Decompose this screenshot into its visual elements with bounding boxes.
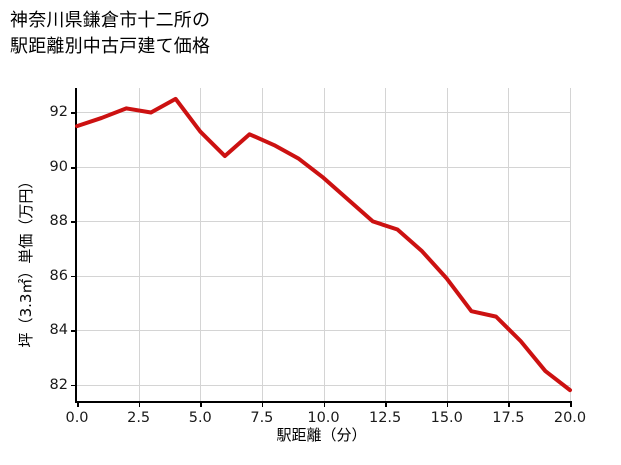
y-tick-label: 92 bbox=[49, 104, 68, 121]
y-axis-label-wrap: 坪（3.3㎡）単価（万円） bbox=[0, 0, 40, 465]
y-tick-label: 86 bbox=[49, 267, 68, 284]
x-tick-mark bbox=[261, 401, 264, 407]
x-tick-label: 10.0 bbox=[307, 410, 340, 426]
x-tick-label: 20.0 bbox=[553, 410, 587, 426]
x-tick-mark bbox=[323, 401, 326, 407]
x-tick-label: 7.5 bbox=[250, 410, 274, 426]
gridline-vertical bbox=[446, 88, 448, 401]
line-series-layer bbox=[77, 88, 570, 401]
x-tick-mark bbox=[570, 401, 572, 407]
y-tick-mark bbox=[71, 112, 77, 115]
x-axis-label: 駅距離（分） bbox=[276, 426, 367, 444]
gridline-vertical bbox=[138, 88, 140, 401]
gridline-vertical bbox=[508, 88, 510, 401]
x-tick-label: 12.5 bbox=[368, 410, 402, 426]
x-tick-mark bbox=[200, 401, 202, 407]
gridline-vertical bbox=[385, 88, 387, 401]
x-tick-mark bbox=[385, 401, 387, 407]
y-tick-label: 84 bbox=[49, 322, 68, 339]
y-tick-label: 90 bbox=[49, 158, 68, 175]
x-tick-mark bbox=[446, 401, 449, 407]
y-tick-label: 82 bbox=[49, 376, 68, 393]
x-tick-label: 2.5 bbox=[127, 410, 151, 426]
gridlines bbox=[77, 88, 571, 401]
y-axis-label: 坪（3.3㎡）単価（万円） bbox=[17, 173, 35, 348]
price-line-series bbox=[77, 99, 570, 390]
y-tick-mark bbox=[71, 166, 77, 169]
y-tick-mark bbox=[71, 275, 77, 278]
y-tick-mark bbox=[71, 221, 77, 223]
y-tick-mark bbox=[71, 384, 77, 387]
gridline-vertical bbox=[200, 88, 202, 401]
x-tick-label: 17.5 bbox=[492, 410, 525, 426]
y-tick-mark bbox=[71, 330, 77, 332]
x-tick-label: 5.0 bbox=[188, 410, 212, 426]
gridline-vertical bbox=[570, 88, 571, 401]
y-tick-label: 88 bbox=[49, 213, 68, 230]
x-tick-mark bbox=[508, 401, 510, 407]
x-tick-mark bbox=[77, 401, 79, 407]
plot-area: 82 84 86 88 90 92 0.0 2.5 5.0 7.5 10.0 12.5 15.0 17.5… bbox=[50, 88, 586, 426]
gridline-vertical bbox=[323, 88, 325, 401]
x-tick-label: 0.0 bbox=[65, 410, 89, 426]
gridline-vertical bbox=[261, 88, 263, 401]
chart-title: 神奈川県鎌倉市十二所の 駅距離別中古戸建て価格 bbox=[10, 10, 211, 57]
x-tick-mark bbox=[138, 401, 141, 407]
x-tick-label: 15.0 bbox=[430, 410, 463, 426]
